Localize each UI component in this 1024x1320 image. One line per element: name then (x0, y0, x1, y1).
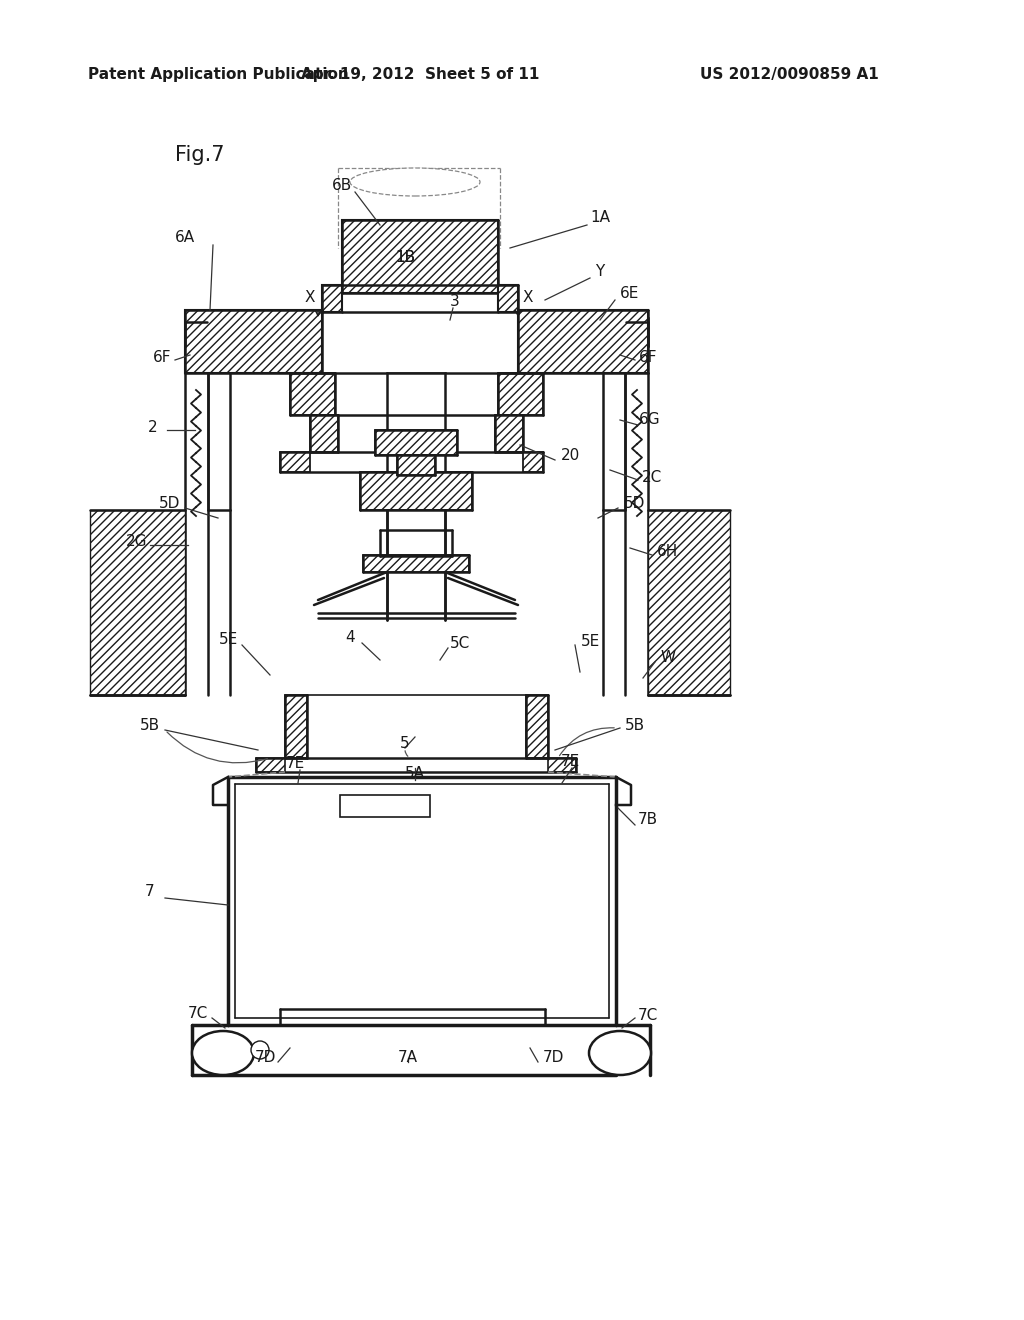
Bar (648, 510, 730, 696)
Bar (185, 310, 322, 374)
Text: 5D: 5D (160, 495, 180, 511)
Text: 5C: 5C (450, 636, 470, 652)
Text: 6E: 6E (621, 286, 640, 301)
Text: X: X (522, 290, 534, 305)
Bar (90, 510, 185, 696)
Text: Apr. 19, 2012  Sheet 5 of 11: Apr. 19, 2012 Sheet 5 of 11 (301, 67, 540, 82)
Bar (640, 318, 648, 346)
Text: US 2012/0090859 A1: US 2012/0090859 A1 (700, 67, 879, 82)
Text: 7D: 7D (543, 1049, 563, 1064)
Bar (360, 473, 472, 510)
Ellipse shape (193, 1031, 254, 1074)
Text: W: W (660, 651, 676, 665)
Text: 1B: 1B (395, 251, 415, 265)
Bar (185, 318, 193, 346)
Text: X: X (305, 290, 315, 305)
Text: Patent Application Publication: Patent Application Publication (88, 67, 349, 82)
Text: 1A: 1A (590, 210, 610, 226)
Text: 5D: 5D (625, 495, 646, 511)
Bar (290, 374, 335, 414)
Text: 5E: 5E (218, 632, 238, 648)
Text: 7C: 7C (187, 1006, 208, 1020)
Text: 2: 2 (148, 420, 158, 434)
Text: 7B: 7B (638, 813, 658, 828)
Bar (518, 310, 648, 374)
Text: 7A: 7A (398, 1049, 418, 1064)
Bar (350, 228, 490, 285)
Text: 20: 20 (560, 447, 580, 462)
Text: 5B: 5B (140, 718, 160, 733)
Bar (362, 554, 469, 572)
Text: 5B: 5B (625, 718, 645, 733)
Bar (230, 374, 603, 693)
Text: 2C: 2C (642, 470, 663, 484)
Text: 7C: 7C (638, 1007, 658, 1023)
Bar (375, 430, 457, 455)
Bar (387, 374, 445, 381)
Text: Y: Y (595, 264, 604, 280)
Text: Fig.7: Fig.7 (175, 145, 224, 165)
Bar (523, 451, 543, 473)
Text: 7: 7 (145, 884, 155, 899)
Text: 6F: 6F (153, 350, 171, 364)
Ellipse shape (350, 168, 480, 195)
Bar (498, 285, 518, 312)
Text: 4: 4 (345, 631, 354, 645)
Bar (256, 758, 285, 772)
Text: 1B: 1B (395, 251, 415, 265)
Text: 5: 5 (400, 735, 410, 751)
Text: 7E: 7E (560, 755, 580, 770)
Text: 6B: 6B (332, 177, 352, 193)
Bar (495, 414, 523, 451)
Text: 5E: 5E (581, 634, 600, 648)
Text: 2G: 2G (126, 535, 147, 549)
Text: 6A: 6A (175, 231, 195, 246)
Bar (280, 451, 310, 473)
Bar (498, 374, 543, 414)
Bar (340, 795, 430, 817)
Text: 5A: 5A (406, 767, 425, 781)
Bar (526, 696, 548, 758)
Ellipse shape (589, 1031, 651, 1074)
Text: 6H: 6H (656, 544, 678, 560)
Text: 3: 3 (451, 294, 460, 309)
Bar (285, 696, 307, 758)
Text: 7E: 7E (286, 755, 304, 771)
Bar (397, 455, 435, 475)
Text: 7D: 7D (254, 1049, 275, 1064)
Text: 6F: 6F (639, 350, 657, 364)
Bar (310, 414, 338, 451)
Bar (342, 220, 498, 293)
Bar (548, 758, 575, 772)
Text: 6G: 6G (639, 412, 660, 428)
Ellipse shape (251, 1041, 269, 1059)
Bar (322, 285, 342, 312)
